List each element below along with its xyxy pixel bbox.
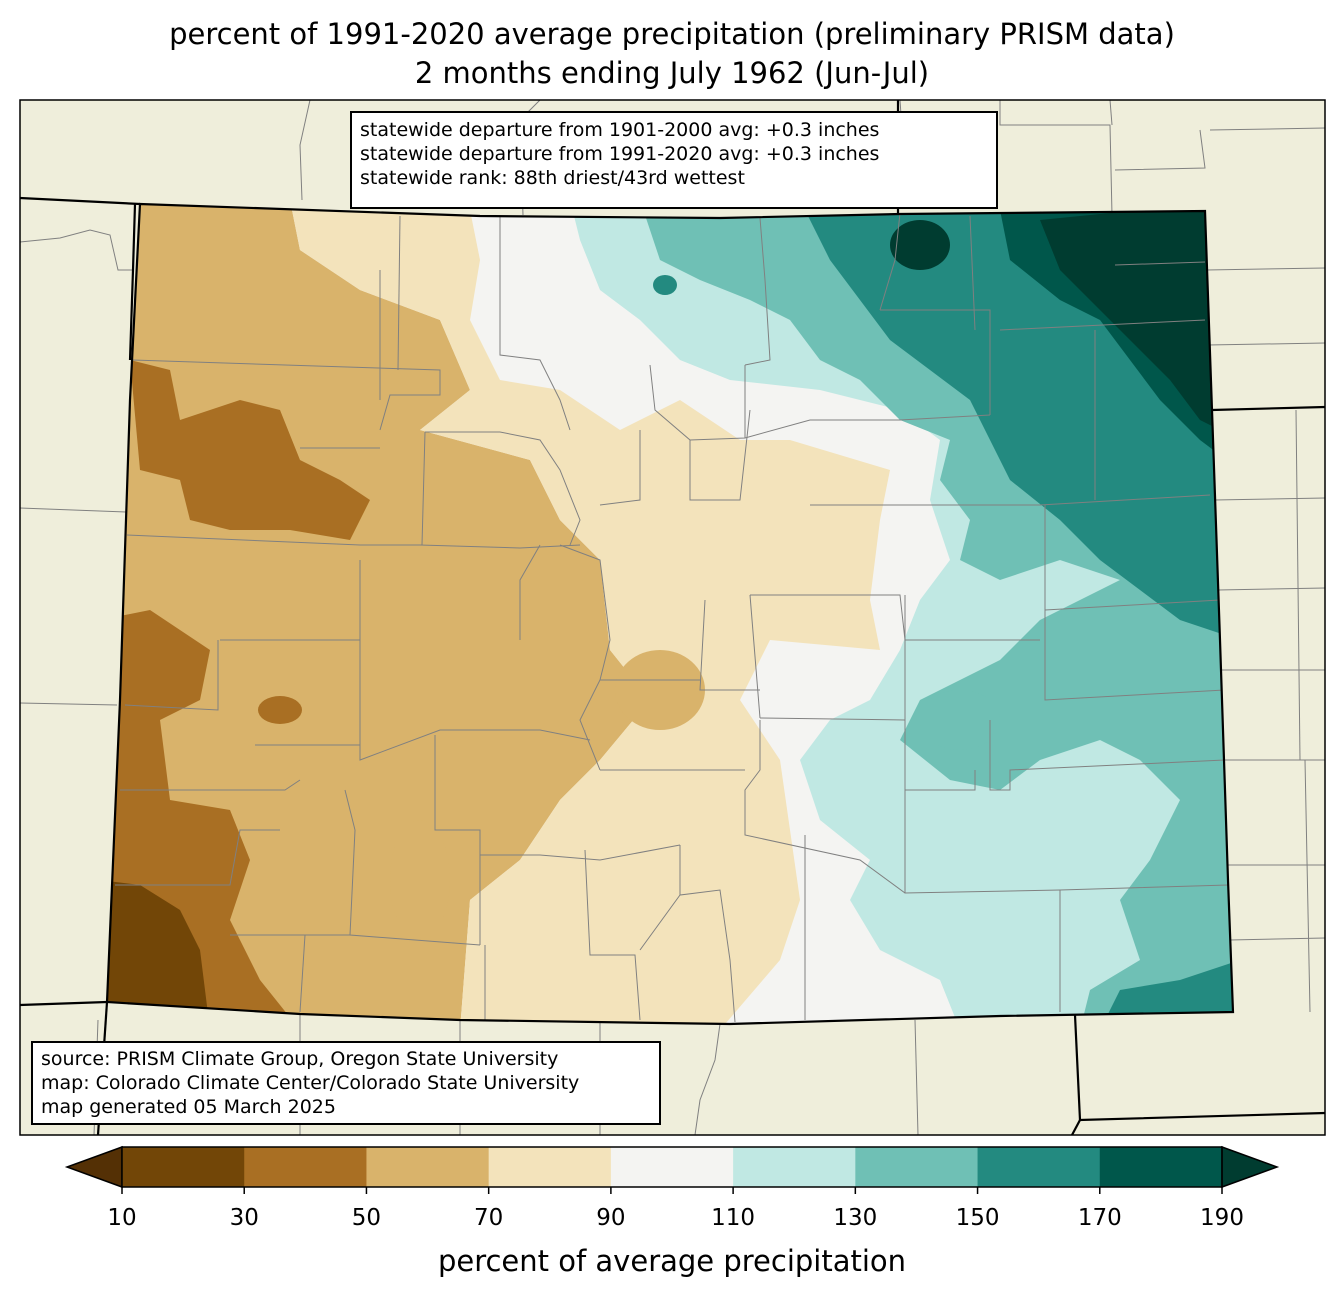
colorbar-segment <box>366 1147 490 1187</box>
credits-map: map: Colorado Climate Center/Colorado St… <box>41 1072 580 1094</box>
statewide-stats-box: statewide departure from 1901-2000 avg: … <box>350 111 998 209</box>
map-title: percent of 1991-2020 average precipitati… <box>169 17 1175 51</box>
region-west-transition <box>290 204 890 1024</box>
map-subtitle: 2 months ending July 1962 (Jun-Jul) <box>414 56 930 90</box>
region-northwest-very-dry <box>130 360 370 540</box>
stats-rank: statewide rank: 88th driest/43rd wettest <box>360 167 745 189</box>
colorbar-frame <box>121 1146 1223 1188</box>
region-extreme-dry <box>107 880 210 1024</box>
colorbar-tick-label: 50 <box>351 1205 382 1231</box>
region-wet-spot-3 <box>920 690 1000 750</box>
colorbar <box>64 1145 1280 1194</box>
colorbar-tick-label: 90 <box>596 1205 626 1231</box>
region-wet-spot-2 <box>653 275 677 295</box>
colorbar-segment <box>733 1147 856 1187</box>
colorbar-segment <box>855 1147 979 1187</box>
colorbar-tick-label: 30 <box>229 1205 259 1231</box>
colorbar-tick-label: 70 <box>474 1205 504 1231</box>
region-extreme-wet <box>1040 204 1233 440</box>
colorbar-tick-label: 170 <box>1077 1205 1122 1231</box>
credits-source: source: PRISM Climate Group, Oregon Stat… <box>41 1048 559 1070</box>
colorado-county-lines <box>115 212 1229 1023</box>
colorbar-segment <box>977 1147 1101 1187</box>
region-dry-spot-4 <box>390 820 450 940</box>
colorbar-tick-label: 110 <box>711 1205 756 1231</box>
colorbar-segment <box>1099 1147 1223 1187</box>
colorbar-label: percent of average precipitation <box>437 1244 907 1278</box>
colorbar-over-arrow <box>1221 1145 1280 1189</box>
map-frame <box>19 99 1326 1136</box>
colorbar-tick-label: 190 <box>1200 1205 1244 1231</box>
colorbar-tick-label: 150 <box>955 1205 1000 1231</box>
colorbar-segment <box>122 1147 245 1187</box>
stats-departure-1901-2000: statewide departure from 1901-2000 avg: … <box>360 119 880 141</box>
region-wet-spot-1 <box>890 220 950 270</box>
colorbar-segment <box>610 1147 734 1187</box>
colorbar-segment <box>244 1147 367 1187</box>
colorado-border <box>105 202 1235 1026</box>
region-dry-spot-2 <box>258 696 302 724</box>
colorbar-segment <box>488 1147 612 1187</box>
credits-generated: map generated 05 March 2025 <box>41 1096 336 1118</box>
colorbar-under-arrow <box>64 1145 123 1189</box>
stats-departure-1991-2020: statewide departure from 1991-2020 avg: … <box>360 143 880 165</box>
region-dry-spot-3 <box>615 650 705 730</box>
colorbar-tick-label: 10 <box>107 1205 137 1231</box>
colorbar-tick-label: 130 <box>833 1205 878 1231</box>
credits-box: source: PRISM Climate Group, Oregon Stat… <box>31 1041 661 1125</box>
